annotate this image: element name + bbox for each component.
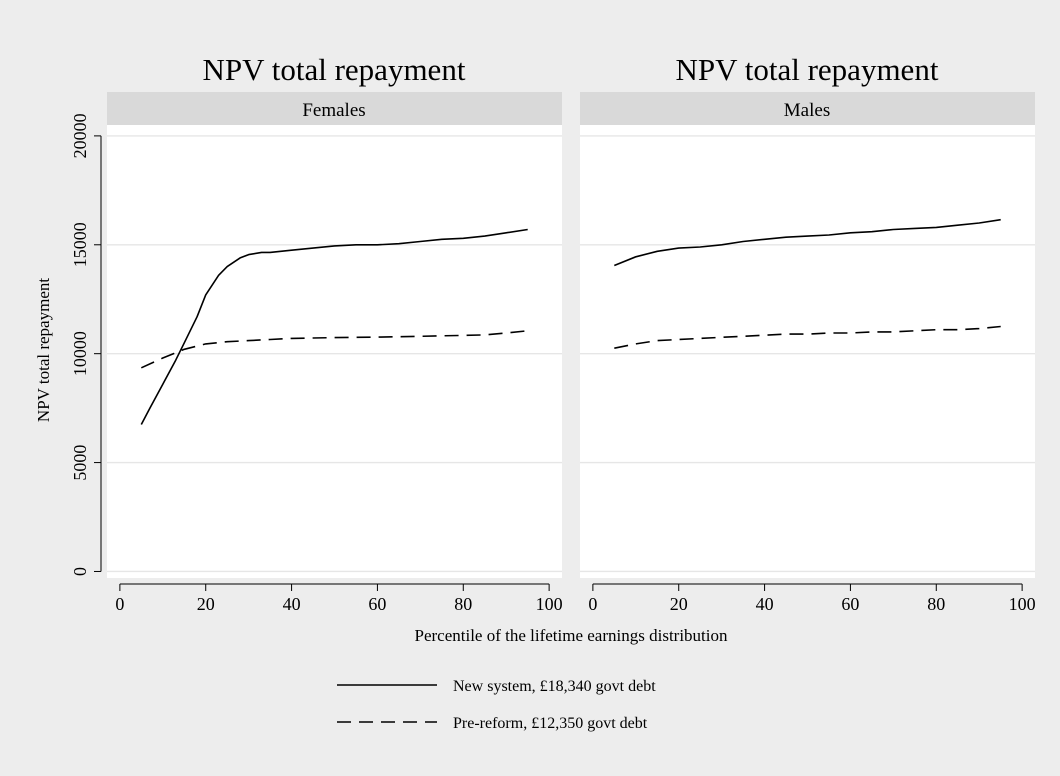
x-axis-title: Percentile of the lifetime earnings dist… xyxy=(415,626,728,645)
new-system-line-males xyxy=(613,218,1001,267)
strip-label-males: Males xyxy=(784,100,830,121)
x-tick-label: 40 xyxy=(283,594,301,614)
x-tick-label: 100 xyxy=(1009,594,1036,614)
y-axis-females: 0 5000 10000 15000 20000 xyxy=(70,113,102,576)
gridlines-females xyxy=(107,135,562,573)
x-tick-label: 20 xyxy=(670,594,688,614)
legend-label-new-system: New system, £18,340 govt debt xyxy=(453,678,656,695)
x-tick-label: 80 xyxy=(927,594,945,614)
strip-label-females: Females xyxy=(302,100,365,121)
x-tick-label: 0 xyxy=(115,594,124,614)
x-axis-males: 0 20 40 60 80 100 xyxy=(588,583,1036,614)
panel-title-females: NPV total repayment xyxy=(203,52,466,87)
y-tick-label: 20000 xyxy=(70,113,90,158)
series-lines-males xyxy=(613,218,1001,349)
pre-reform-line-females xyxy=(140,330,528,369)
y-tick-label: 10000 xyxy=(70,331,90,376)
x-tick-label: 20 xyxy=(197,594,215,614)
y-axis-title: NPV total repayment xyxy=(34,278,53,422)
x-tick-label: 80 xyxy=(454,594,472,614)
x-tick-label: 0 xyxy=(588,594,597,614)
x-tick-label: 100 xyxy=(536,594,563,614)
panel-females: NPV total repayment Females 0 5000 10000 15… xyxy=(70,52,563,614)
x-tick-label: 60 xyxy=(368,594,386,614)
y-tick-label: 0 xyxy=(70,567,90,576)
legend: New system, £18,340 govt debt Pre-reform… xyxy=(337,678,656,732)
plot-area-males xyxy=(580,125,1035,578)
y-tick-label: 15000 xyxy=(70,222,90,267)
legend-label-pre-reform: Pre-reform, £12,350 govt debt xyxy=(453,715,648,732)
strip-background-males xyxy=(580,92,1035,125)
y-tick-label: 5000 xyxy=(70,445,90,481)
panel-title-males: NPV total repayment xyxy=(676,52,939,87)
plot-area-females xyxy=(107,125,562,578)
panel-males: NPV total repayment Males 0 20 40 60 80 100 xyxy=(580,52,1036,614)
x-tick-label: 40 xyxy=(756,594,774,614)
gridlines-males xyxy=(580,135,1035,573)
x-tick-label: 60 xyxy=(841,594,859,614)
series-lines-females xyxy=(140,228,528,425)
strip-background-females xyxy=(107,92,562,125)
new-system-line-females xyxy=(140,228,528,425)
x-axis-females: 0 20 40 60 80 100 xyxy=(115,583,563,614)
